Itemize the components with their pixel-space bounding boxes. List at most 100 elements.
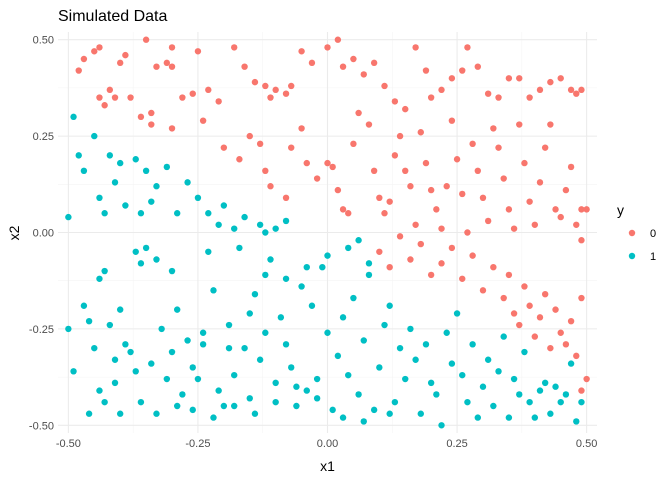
data-point-class-0 xyxy=(168,44,176,51)
data-point-class-1 xyxy=(526,398,533,406)
data-point-class-1 xyxy=(153,410,160,417)
data-point-class-1 xyxy=(334,352,342,360)
data-point-class-1 xyxy=(153,256,160,263)
data-point-class-0 xyxy=(339,206,347,213)
data-point-class-1 xyxy=(567,360,575,367)
data-point-class-1 xyxy=(256,356,264,363)
data-point-class-0 xyxy=(474,167,481,175)
data-point-class-0 xyxy=(168,125,176,132)
data-point-class-1 xyxy=(251,290,259,298)
data-point-class-0 xyxy=(536,86,544,94)
data-point-class-0 xyxy=(251,78,259,86)
data-point-class-0 xyxy=(438,260,445,267)
data-point-class-1 xyxy=(194,194,202,201)
data-point-class-0 xyxy=(526,198,533,205)
data-point-class-1 xyxy=(422,341,430,348)
chart-title: Simulated Data xyxy=(58,8,167,25)
data-point-class-1 xyxy=(552,383,559,390)
data-point-class-0 xyxy=(573,90,580,97)
data-point-class-1 xyxy=(490,402,497,410)
data-point-class-1 xyxy=(132,368,139,375)
data-point-class-0 xyxy=(370,167,378,175)
data-point-class-1 xyxy=(127,348,134,356)
y-tick-label: 0.25 xyxy=(33,131,54,143)
data-point-class-0 xyxy=(479,194,487,201)
data-point-class-0 xyxy=(417,129,424,136)
x-axis-title: x1 xyxy=(320,458,335,474)
data-point-class-1 xyxy=(303,264,310,271)
data-point-class-0 xyxy=(578,206,585,213)
data-point-class-1 xyxy=(329,406,336,414)
data-point-class-0 xyxy=(474,63,481,70)
legend-key-0 xyxy=(628,229,636,237)
data-point-class-0 xyxy=(355,109,362,117)
data-point-class-1 xyxy=(199,341,207,348)
data-point-class-0 xyxy=(505,206,513,213)
data-point-class-0 xyxy=(547,78,554,86)
data-point-class-1 xyxy=(111,179,119,186)
data-point-class-0 xyxy=(381,210,388,217)
data-point-class-1 xyxy=(272,379,279,387)
data-point-class-0 xyxy=(407,256,414,263)
x-tick-label: 0.00 xyxy=(317,438,338,450)
data-point-class-0 xyxy=(427,186,435,194)
data-point-class-0 xyxy=(236,156,243,163)
data-point-class-0 xyxy=(402,167,409,175)
data-point-class-1 xyxy=(277,314,285,321)
data-point-class-0 xyxy=(510,225,518,232)
data-point-class-1 xyxy=(96,275,103,282)
data-point-class-1 xyxy=(464,398,471,406)
data-point-class-0 xyxy=(484,90,492,97)
data-point-class-0 xyxy=(75,67,82,74)
data-point-class-1 xyxy=(85,410,93,417)
data-point-class-0 xyxy=(168,63,176,70)
data-point-class-0 xyxy=(578,387,585,394)
data-point-class-1 xyxy=(448,360,456,367)
data-point-class-1 xyxy=(231,402,238,410)
data-point-class-0 xyxy=(163,59,171,67)
data-point-class-0 xyxy=(573,221,580,228)
data-point-class-1 xyxy=(479,383,487,390)
data-point-class-0 xyxy=(541,290,549,298)
data-point-class-1 xyxy=(324,329,331,336)
data-point-class-0 xyxy=(459,67,466,74)
data-point-class-0 xyxy=(148,109,155,117)
data-point-class-1 xyxy=(474,414,481,421)
data-point-class-0 xyxy=(505,271,513,279)
data-point-class-1 xyxy=(288,364,295,371)
data-point-class-0 xyxy=(510,310,518,317)
data-point-class-1 xyxy=(189,406,196,414)
data-point-class-1 xyxy=(396,344,404,352)
data-point-class-1 xyxy=(495,368,502,375)
data-point-class-1 xyxy=(137,210,145,217)
data-point-class-0 xyxy=(407,183,414,190)
data-point-class-0 xyxy=(127,94,134,101)
data-point-class-1 xyxy=(142,167,150,175)
data-point-class-1 xyxy=(101,267,108,275)
data-point-class-1 xyxy=(246,310,253,317)
data-point-class-0 xyxy=(370,59,378,67)
data-point-class-1 xyxy=(225,321,233,329)
data-point-class-0 xyxy=(567,163,575,171)
data-point-class-1 xyxy=(132,156,139,163)
data-point-class-0 xyxy=(427,271,435,279)
data-point-class-0 xyxy=(381,82,388,90)
data-point-class-1 xyxy=(319,264,326,271)
data-point-class-1 xyxy=(241,344,248,352)
data-point-class-0 xyxy=(334,186,342,194)
data-point-class-0 xyxy=(484,217,492,225)
data-point-class-1 xyxy=(137,260,145,267)
data-point-class-0 xyxy=(583,375,590,383)
data-point-class-1 xyxy=(116,159,124,167)
data-point-class-1 xyxy=(469,341,476,348)
data-point-class-1 xyxy=(65,325,72,333)
data-point-class-1 xyxy=(407,325,414,333)
data-point-class-1 xyxy=(174,306,181,313)
data-point-class-0 xyxy=(386,198,393,205)
data-point-class-1 xyxy=(256,221,264,228)
data-point-class-1 xyxy=(360,418,367,425)
data-point-class-1 xyxy=(272,225,279,232)
data-point-class-1 xyxy=(391,398,399,406)
data-point-class-1 xyxy=(381,321,388,329)
data-point-class-1 xyxy=(505,414,513,421)
